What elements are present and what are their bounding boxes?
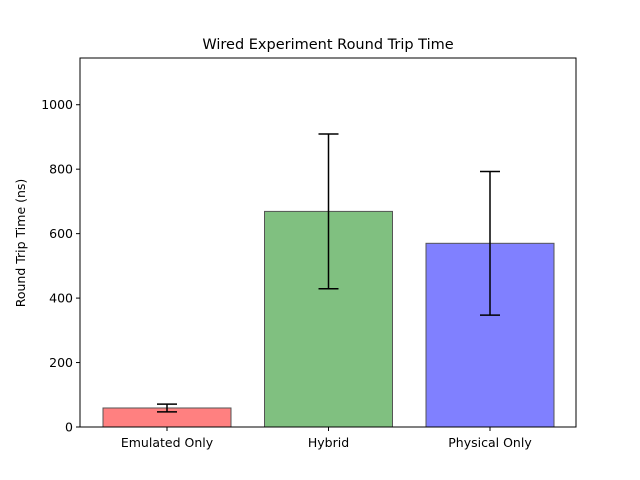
plot-frame [79, 57, 577, 428]
error-bars-group [157, 133, 500, 413]
y-tick-label: 800 [49, 162, 73, 177]
x-ticks-group: Emulated Only Hybrid Physical Only [121, 427, 532, 450]
y-tick-label: 1000 [41, 97, 73, 112]
y-tick-label: 400 [49, 291, 73, 306]
y-axis-label: Round Trip Time (ns) [13, 179, 28, 308]
y-tick-label: 200 [49, 355, 73, 370]
y-tick-label: 600 [49, 226, 73, 241]
x-tick-label: Hybrid [308, 435, 349, 450]
x-tick-label: Emulated Only [121, 435, 214, 450]
y-ticks-group: 0 200 400 600 800 1000 [41, 97, 80, 435]
chart-title: Wired Experiment Round Trip Time [202, 37, 453, 53]
x-tick-label: Physical Only [448, 435, 532, 450]
y-tick-label: 0 [65, 420, 73, 435]
